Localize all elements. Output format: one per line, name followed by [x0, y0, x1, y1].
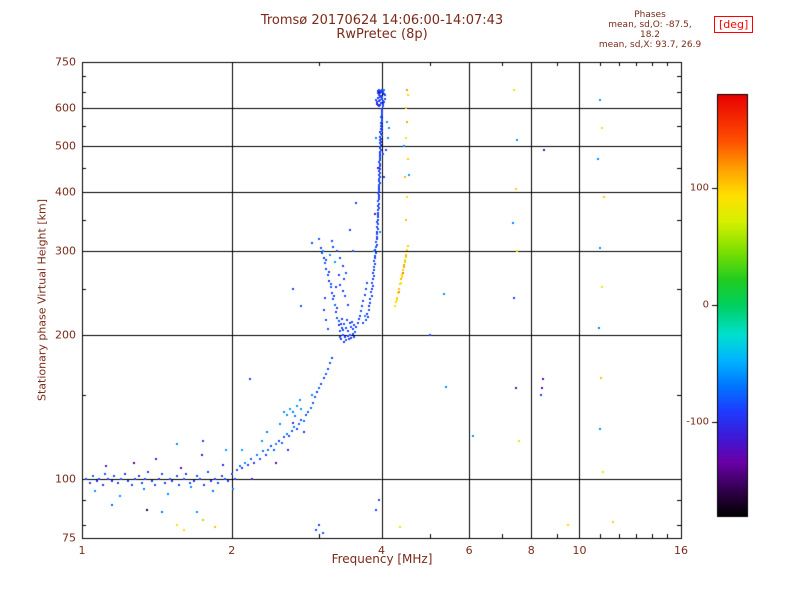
x-tick-label-16: 16: [674, 544, 688, 557]
x-tick-label-1: 1: [78, 544, 86, 557]
y-tick-label-400: 400: [55, 185, 76, 199]
x-tick-label-6: 6: [465, 544, 473, 557]
x-tick-label-10: 10: [572, 544, 587, 557]
plot-title: Tromsø 20170624 14:06:00-14:07:43: [260, 13, 504, 28]
phase-stats-x-line: mean, sd,X: 93.7, 26.9: [598, 40, 702, 50]
y-tick-label-100: 100: [55, 472, 76, 486]
y-tick-label-600: 600: [55, 101, 76, 115]
colorbar-unit-label: [deg]: [714, 16, 754, 33]
x-tick-label-8: 8: [527, 544, 535, 557]
y-axis-title: Stationary phase Virtual Height [km]: [35, 198, 49, 402]
y-tick-label-500: 500: [55, 139, 76, 153]
phase-stats-header: Phases: [634, 10, 666, 20]
x-tick-label-4: 4: [378, 544, 385, 557]
y-tick-label-300: 300: [55, 244, 76, 258]
phase-stats-o-line: mean, sd,O: -87.5, 18.2: [608, 20, 692, 40]
colorbar-tick-label--100: -100: [686, 416, 709, 428]
x-tick-label-2: 2: [228, 544, 236, 557]
y-tick-label-75: 75: [62, 531, 76, 545]
y-tick-label-750: 750: [55, 55, 76, 69]
colorbar-tick-label-100: 100: [689, 182, 709, 194]
plot-subtitle: RwPretec (8p): [336, 27, 428, 42]
x-axis-title: Frequency [MHz]: [331, 552, 433, 566]
phase-stats-block: Phases mean, sd,O: -87.5, 18.2 mean, sd,…: [598, 10, 702, 50]
colorbar-tick-label-0: 0: [702, 299, 709, 311]
y-tick-label-200: 200: [55, 328, 76, 342]
